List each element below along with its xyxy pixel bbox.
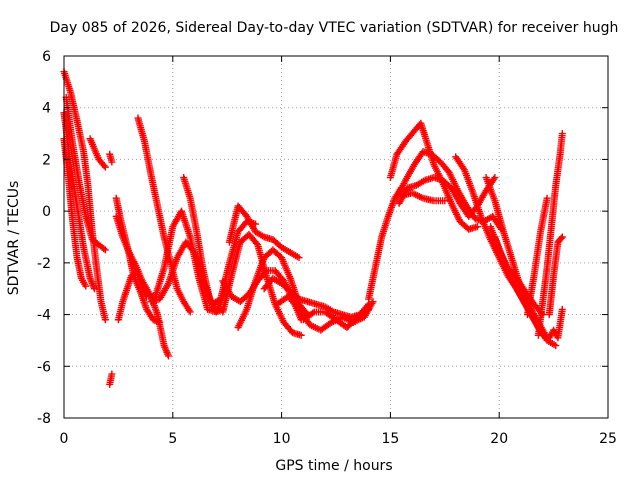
y-tick-label: -6: [37, 359, 51, 375]
data-point: [186, 308, 194, 316]
data-point: [261, 268, 269, 276]
y-tick-label: -8: [37, 411, 51, 427]
data-point: [108, 370, 116, 378]
x-tick-label: 15: [381, 431, 399, 447]
data-point: [82, 282, 90, 290]
data-point: [309, 309, 317, 317]
x-tick-label: 0: [60, 431, 69, 447]
data-point: [101, 316, 109, 324]
data-point: [108, 158, 116, 166]
data-point: [558, 305, 566, 313]
series-track-32: [534, 130, 566, 339]
y-tick-label: -2: [37, 256, 51, 272]
series-track-9: [112, 194, 164, 326]
chart-title: Day 085 of 2026, Sidereal Day-to-day VTE…: [50, 20, 619, 36]
data-point: [90, 285, 98, 293]
series-track-7: [106, 370, 116, 388]
data-point: [552, 342, 560, 350]
x-tick-label: 10: [273, 431, 291, 447]
y-tick-label: 0: [42, 204, 51, 220]
axis-ticks: [63, 55, 609, 419]
data-point: [490, 175, 498, 183]
data-point: [100, 162, 108, 170]
data-point: [473, 223, 481, 231]
data-point: [156, 318, 164, 326]
series-track-21: [299, 300, 373, 331]
x-tick-label: 5: [168, 431, 177, 447]
data-point: [100, 245, 108, 253]
data-point: [441, 197, 449, 205]
plot-frame: [63, 55, 609, 419]
data-point: [297, 331, 305, 339]
y-tick-label: 4: [42, 101, 51, 117]
series-track-5: [86, 135, 109, 171]
data-point: [369, 298, 377, 306]
data-point: [101, 163, 109, 171]
y-axis-label: SDTVAR / TECUs: [6, 181, 22, 296]
y-tick-label: 6: [42, 49, 51, 65]
x-tick-label: 25: [599, 431, 617, 447]
y-tick-label: -4: [37, 308, 51, 324]
data-point: [557, 234, 565, 242]
data-point: [295, 254, 303, 262]
series-track-16: [225, 202, 303, 262]
data-point: [164, 352, 172, 360]
y-tick-label: 2: [42, 152, 51, 168]
series-track-34: [545, 305, 566, 342]
data-point: [543, 194, 551, 202]
series-track-19: [260, 274, 373, 321]
series-track-33: [545, 233, 566, 319]
series-track-31: [523, 194, 551, 319]
data-point: [558, 233, 566, 241]
data-point: [459, 164, 467, 172]
x-tick-label: 20: [490, 431, 508, 447]
series-track-11: [134, 114, 194, 316]
series-track-6: [106, 150, 116, 166]
data-point: [101, 246, 109, 254]
data-point: [491, 174, 499, 182]
series-track-3: [60, 135, 90, 290]
series-track-4: [62, 93, 109, 254]
series-track-26: [397, 189, 449, 205]
data-point: [363, 302, 371, 310]
series-track-10: [114, 269, 140, 324]
axis-tick-labels: 0 5 10 15 20 25 -8 -6 -4 -2 0 2 4 6: [37, 49, 617, 447]
x-axis-label: GPS time / hours: [275, 458, 392, 474]
data-point: [558, 130, 566, 138]
